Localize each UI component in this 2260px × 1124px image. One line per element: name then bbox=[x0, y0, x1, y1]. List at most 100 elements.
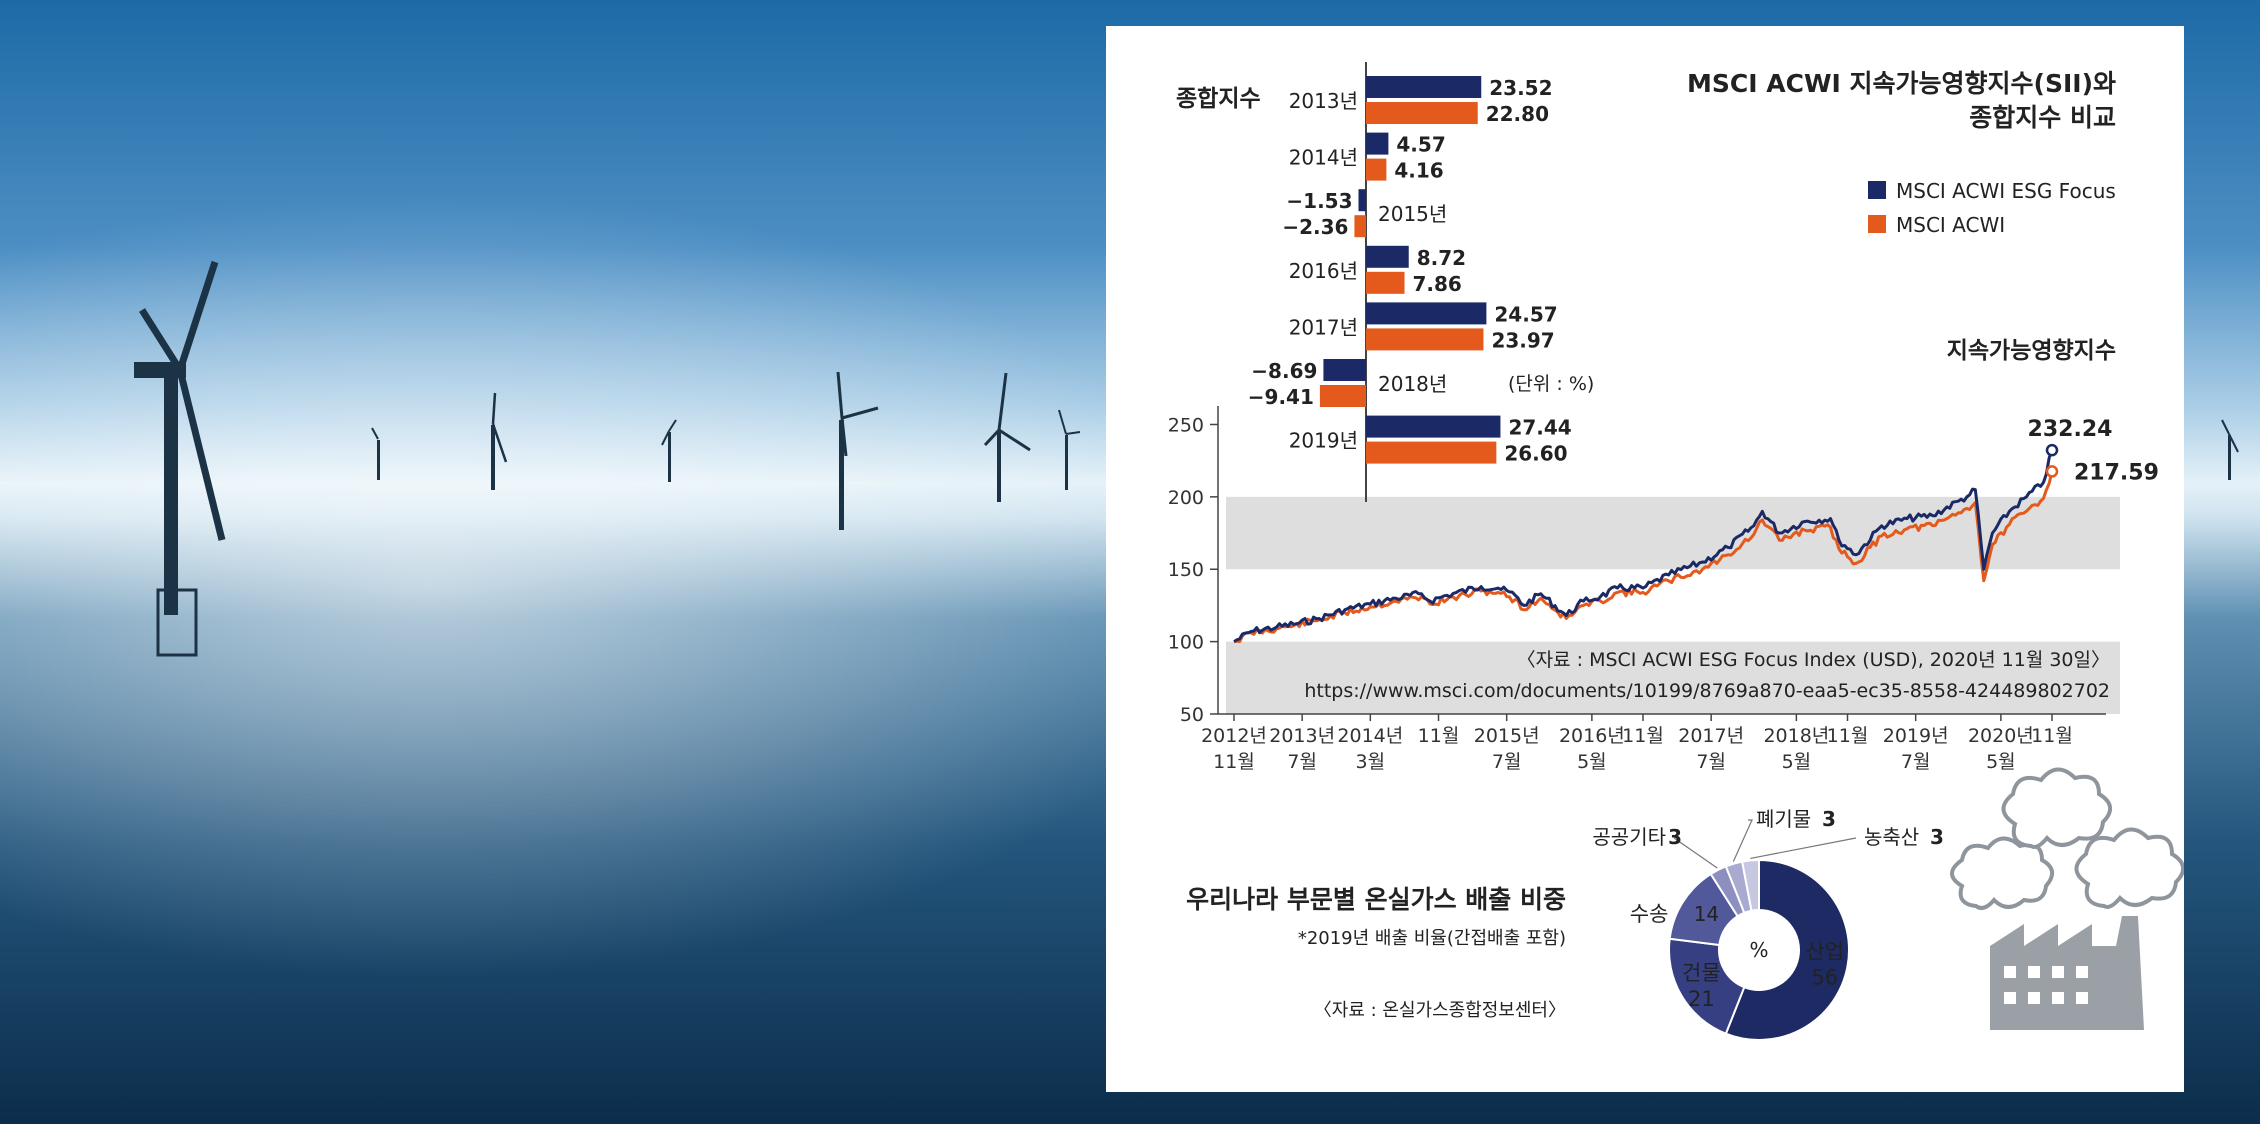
x-tick-label: 2016년 bbox=[1559, 725, 1625, 747]
bar-value-label: 23.52 bbox=[1489, 76, 1552, 100]
x-tick-label: 5월 bbox=[1782, 751, 1812, 773]
source-line2: https://www.msci.com/documents/10199/876… bbox=[1304, 680, 2110, 702]
smoke-cloud-icon bbox=[1950, 767, 2184, 910]
donut-slice-value: 3 bbox=[1668, 825, 1682, 849]
bar-value-label: 4.16 bbox=[1394, 159, 1443, 183]
legend-square-icon bbox=[1868, 215, 1886, 233]
unit-note: (단위 : %) bbox=[1508, 373, 1594, 395]
bar-acwi bbox=[1366, 328, 1484, 351]
x-tick-label: 11월 bbox=[1418, 725, 1460, 747]
bar-acwi bbox=[1319, 385, 1366, 407]
donut-slice-value: 3 bbox=[1822, 807, 1836, 831]
x-tick-label: 11월 bbox=[1827, 725, 1869, 747]
bar-value-label: 24.57 bbox=[1494, 302, 1557, 326]
bar-esg bbox=[1366, 76, 1482, 98]
x-tick-label: 2020년 bbox=[1968, 725, 2034, 747]
bar-chart-title-line1: MSCI ACWI 지속가능영향지수(SII)와 bbox=[1687, 69, 2116, 98]
series-end-point-acwi bbox=[2045, 465, 2059, 478]
x-tick-label: 7월 bbox=[1696, 751, 1726, 773]
x-tick-label: 11월 bbox=[2031, 725, 2073, 747]
x-tick-label: 11월 bbox=[1213, 751, 1255, 773]
x-tick-label: 2017년 bbox=[1678, 725, 1744, 747]
donut-leader-line bbox=[1732, 819, 1753, 862]
bar-esg bbox=[1366, 132, 1389, 155]
bar-value-label: 7.86 bbox=[1413, 272, 1462, 296]
line-chart-y-axis: 50 100 150 200 250 bbox=[1168, 406, 1219, 726]
legend-label-esg: MSCI ACWI ESG Focus bbox=[1896, 179, 2116, 203]
x-tick-label: 3월 bbox=[1356, 751, 1386, 773]
bar-acwi bbox=[1366, 271, 1405, 294]
bar-value-label: 23.97 bbox=[1491, 328, 1554, 352]
line-chart-x-axis: 2012년 11월 2013년 7월 2014년 3월 11월 2015년 7월 2016년 5월 1… bbox=[1201, 713, 2106, 773]
bar-category-label: 2017년 bbox=[1289, 315, 1358, 339]
x-tick-label: 5월 bbox=[1577, 751, 1607, 773]
donut-slice-value: 56 bbox=[1811, 966, 1838, 990]
bar-acwi bbox=[1366, 158, 1387, 181]
bar-value-label: −9.41 bbox=[1248, 385, 1314, 409]
donut-source: 〈자료 : 온실가스종합정보센터〉 bbox=[1314, 1000, 1566, 1021]
y-tick-label: 250 bbox=[1168, 414, 1204, 436]
donut-slice-name: 농축산 bbox=[1864, 825, 1919, 849]
donut-slice-value: 3 bbox=[1930, 825, 1944, 849]
y-tick-label: 50 bbox=[1180, 704, 1204, 726]
line-chart-title: 지속가능영향지수 bbox=[1947, 338, 2116, 364]
bar-category-label: 2013년 bbox=[1289, 89, 1358, 113]
bar-category-label: 2016년 bbox=[1289, 259, 1358, 283]
donut-slice-name: 폐기물 bbox=[1756, 807, 1811, 831]
x-tick-label: 2012년 bbox=[1201, 725, 1267, 747]
bar-value-label: −8.69 bbox=[1251, 359, 1317, 383]
y-tick-label: 200 bbox=[1168, 487, 1204, 509]
series-end-label-acwi: 217.59 bbox=[2074, 460, 2159, 485]
bar-value-label: −1.53 bbox=[1286, 189, 1352, 213]
x-tick-label: 7월 bbox=[1287, 751, 1317, 773]
infographic-panel: MSCI ACWI 지속가능영향지수(SII)와 종합지수 비교 종합지수 MS… bbox=[1106, 26, 2184, 1092]
bar-esg bbox=[1366, 302, 1487, 325]
x-tick-label: 5월 bbox=[1986, 751, 2016, 773]
source-line1: 〈자료 : MSCI ACWI ESG Focus Index (USD), 2… bbox=[1517, 649, 2110, 671]
donut-leader-line bbox=[1750, 837, 1857, 859]
bar-value-label: 4.57 bbox=[1396, 133, 1445, 157]
bar-category-label: 2014년 bbox=[1289, 146, 1358, 170]
y-tick-label: 150 bbox=[1168, 559, 1204, 581]
bar-category-label: 2018년 bbox=[1378, 372, 1447, 396]
bar-category-label: 2019년 bbox=[1289, 429, 1358, 453]
wind-turbine-icon bbox=[134, 260, 2239, 657]
bar-value-label: −2.36 bbox=[1282, 215, 1348, 239]
donut-slice-name: 공공기타 bbox=[1592, 825, 1666, 849]
line-chart-series: 232.24 217.59 bbox=[1233, 417, 2159, 644]
bar-esg bbox=[1366, 245, 1409, 268]
legend-square-icon bbox=[1868, 181, 1886, 199]
bar-chart-title-line2: 종합지수 비교 bbox=[1969, 103, 2116, 132]
bar-acwi bbox=[1354, 215, 1366, 238]
legend: MSCI ACWI ESG Focus MSCI ACWI bbox=[1868, 179, 2116, 237]
x-tick-label: 2014년 bbox=[1337, 725, 1403, 747]
bar-esg bbox=[1366, 415, 1501, 438]
x-tick-label: 7월 bbox=[1901, 751, 1931, 773]
donut-slice bbox=[1724, 858, 1850, 1041]
bar-value-label: 22.80 bbox=[1486, 102, 1549, 126]
donut-slice-value: 21 bbox=[1688, 987, 1715, 1011]
gray-band bbox=[1226, 641, 2120, 714]
series-line-acwi bbox=[1233, 471, 2054, 644]
donut-hole bbox=[1721, 912, 1797, 988]
section-label: 종합지수 bbox=[1176, 86, 1261, 112]
bar-category-label: 2015년 bbox=[1378, 202, 1447, 226]
bar-esg bbox=[1323, 359, 1366, 381]
bar-value-label: 8.72 bbox=[1417, 246, 1466, 270]
x-tick-label: 2015년 bbox=[1474, 725, 1540, 747]
donut-leader-line bbox=[1673, 837, 1718, 869]
x-tick-label: 2018년 bbox=[1763, 725, 1829, 747]
donut-slice-name: 수송 bbox=[1630, 902, 1669, 926]
donut-slice-name: 건물 bbox=[1682, 961, 1721, 985]
donut-title: 우리나라 부문별 온실가스 배출 비중 bbox=[1186, 885, 1566, 914]
x-tick-label: 2019년 bbox=[1883, 725, 1949, 747]
bar-acwi bbox=[1366, 441, 1497, 464]
series-end-label-esg: 232.24 bbox=[2028, 417, 2113, 442]
y-tick-label: 100 bbox=[1168, 632, 1204, 654]
factory-icon bbox=[1990, 916, 2144, 1030]
series-line-esg bbox=[1233, 449, 2054, 643]
bar-value-label: 27.44 bbox=[1508, 416, 1571, 440]
donut-center-label: % bbox=[1749, 938, 1768, 962]
